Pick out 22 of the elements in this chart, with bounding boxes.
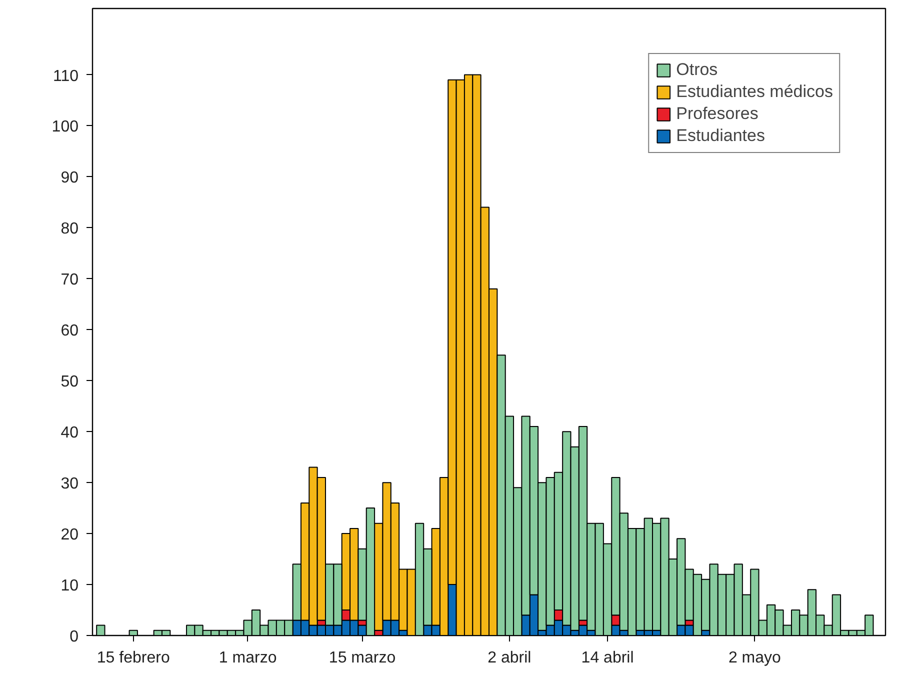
y-tick-label: 80 bbox=[60, 220, 79, 238]
y-tick-label: 0 bbox=[70, 628, 79, 646]
y-tick-label: 110 bbox=[52, 68, 79, 85]
y-tick-label: 10 bbox=[60, 578, 79, 595]
x-tick-label: 1 marzo bbox=[218, 650, 277, 666]
x-tick-label: 14 abril bbox=[581, 650, 634, 666]
legend-label: Profesores bbox=[676, 104, 758, 124]
y-tick-label: 70 bbox=[60, 272, 79, 289]
y-tick-label: 50 bbox=[60, 374, 79, 391]
y-tick-label: 30 bbox=[60, 476, 79, 493]
x-tick-label: 15 marzo bbox=[328, 650, 396, 666]
y-tick-label: 90 bbox=[60, 170, 79, 187]
legend-label: Estudiantes médicos bbox=[676, 82, 833, 102]
y-tick-label: 60 bbox=[60, 322, 79, 340]
y-tick-label: 40 bbox=[60, 424, 79, 442]
x-tick-label: 2 mayo bbox=[728, 650, 782, 666]
legend-label: Estudiantes bbox=[676, 126, 765, 146]
legend-label: Otros bbox=[676, 60, 718, 80]
y-tick-label: 100 bbox=[52, 118, 79, 136]
x-tick-label: 15 febrero bbox=[96, 650, 170, 666]
y-tick-label: 20 bbox=[60, 526, 79, 544]
x-tick-label: 2 abril bbox=[488, 650, 532, 666]
